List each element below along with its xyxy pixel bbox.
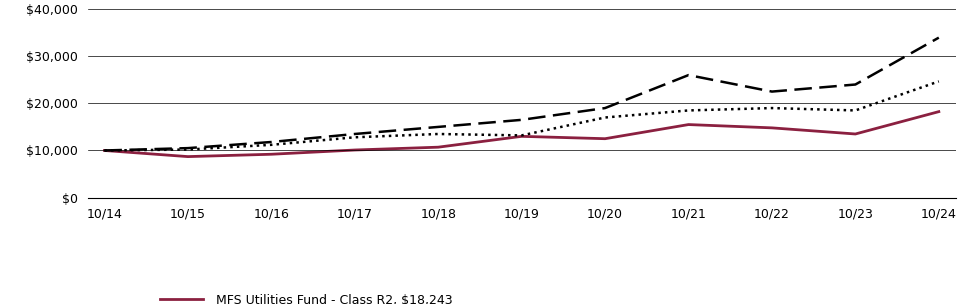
Legend: MFS Utilities Fund - Class R2, $18,243, Standard & Poor’s 500 Utilities Index, $: MFS Utilities Fund - Class R2, $18,243, … bbox=[155, 289, 511, 304]
